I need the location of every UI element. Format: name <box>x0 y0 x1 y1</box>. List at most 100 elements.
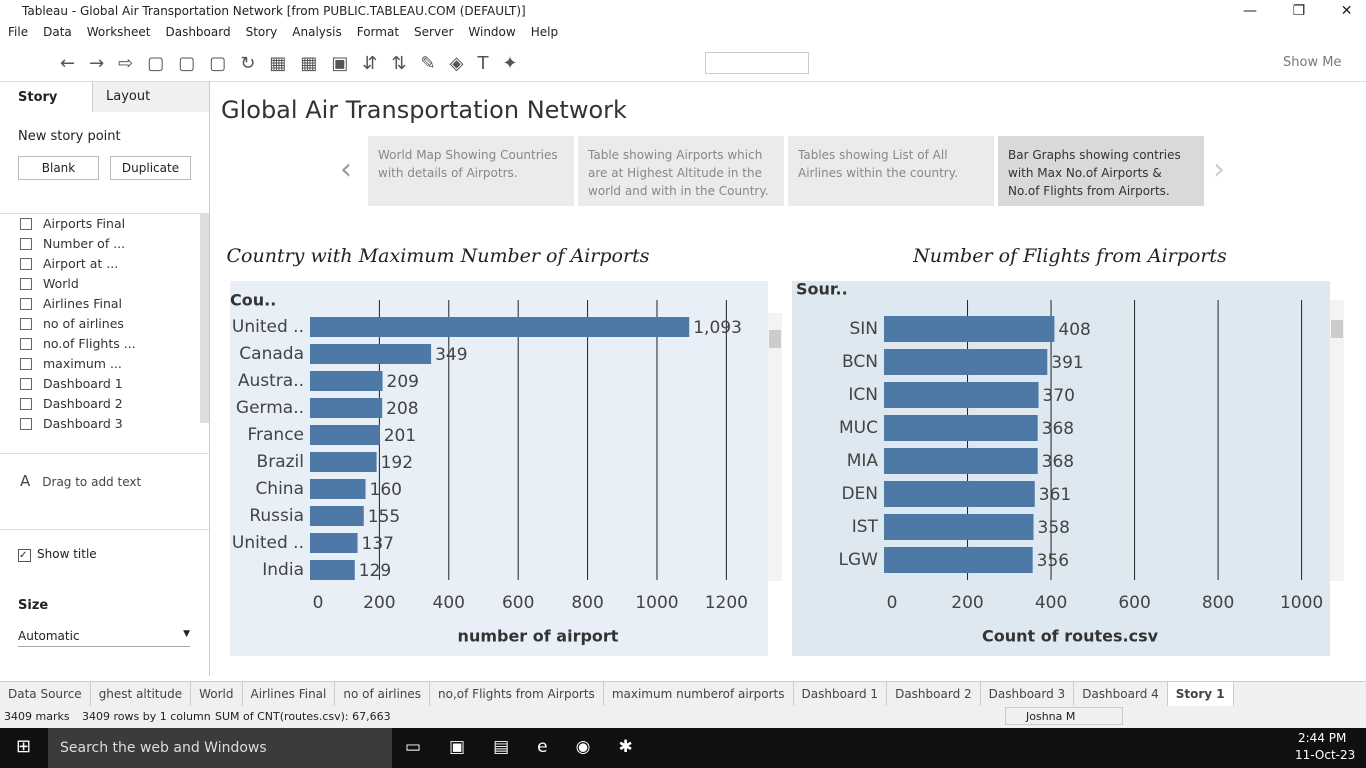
sheet-tab[interactable]: Story 1 <box>1167 682 1234 706</box>
bar <box>310 317 690 337</box>
search-box[interactable]: Search the web and Windows <box>48 728 392 768</box>
menu-item[interactable]: Worksheet <box>86 25 151 39</box>
category-label: SIN <box>849 319 878 339</box>
sheet-item[interactable]: Number of ... <box>0 234 200 254</box>
chart-title: Country with Maximum Number of Airports <box>227 245 650 267</box>
category-label: China <box>255 479 304 499</box>
show-title[interactable]: ✓ Show title <box>18 547 97 562</box>
story-point[interactable]: Table showing Airports which are at High… <box>578 136 784 206</box>
sheet-tab[interactable]: Dashboard 4 <box>1074 682 1168 706</box>
menu-item[interactable]: File <box>8 25 29 39</box>
window-title: Tableau - Global Air Transportation Netw… <box>22 4 526 18</box>
value-label: 1,093 <box>693 318 742 338</box>
sheet-item[interactable]: Dashboard 1 <box>0 374 200 394</box>
bar <box>310 452 377 472</box>
category-label: Austra.. <box>238 371 304 391</box>
scroll-thumb[interactable] <box>1331 320 1343 338</box>
divider <box>0 453 209 454</box>
story-point[interactable]: Bar Graphs showing contries with Max No.… <box>998 136 1204 206</box>
duplicate-button[interactable]: Duplicate <box>110 156 191 180</box>
menu-item[interactable]: Analysis <box>292 25 342 39</box>
blank-button[interactable]: Blank <box>18 156 99 180</box>
sheet-tab[interactable]: no of airlines <box>335 682 431 706</box>
menu-item[interactable]: Window <box>468 25 516 39</box>
new-story-point: New story point <box>18 129 121 144</box>
menu-item[interactable]: Server <box>414 25 454 39</box>
value-label: 129 <box>359 561 391 581</box>
menu-item[interactable]: Format <box>356 25 400 39</box>
show-me[interactable]: Show Me <box>1283 55 1342 70</box>
sheet-tab[interactable]: Data Source <box>0 682 91 706</box>
scroll-thumb[interactable] <box>769 330 781 348</box>
toolbar-icons[interactable]: ←→⇨▢▢▢↻▦▦▣⇵⇅✎◈T✦ <box>60 53 532 74</box>
sidebar-tab[interactable]: Story <box>18 90 58 105</box>
taskbar-apps[interactable]: ▭▣▤e◉✱ <box>405 737 661 757</box>
sidebar-tab[interactable]: Layout <box>92 82 209 112</box>
category-label: Canada <box>239 344 304 364</box>
sheet-tab[interactable]: Dashboard 3 <box>981 682 1075 706</box>
window-controls[interactable]: — ❐ ✕ <box>1243 3 1353 19</box>
story-point[interactable]: Tables showing List of All Airlines with… <box>788 136 994 206</box>
sheet-tab[interactable]: Dashboard 2 <box>887 682 981 706</box>
user-menu[interactable]: Joshna M <box>1005 707 1123 725</box>
sheet-tab[interactable]: World <box>191 682 243 706</box>
taskbar: ⊞ Search the web and Windows ▭▣▤e◉✱ 2:44… <box>0 728 1366 768</box>
sheet-item[interactable]: no of airlines <box>0 314 200 334</box>
category-label: Brazil <box>257 452 304 472</box>
next-arrow[interactable]: › <box>1213 152 1225 187</box>
show-title-label: Show title <box>37 547 97 561</box>
bar <box>884 316 1055 342</box>
category-label: India <box>262 560 304 580</box>
story-point[interactable]: World Map Showing Countries with details… <box>368 136 574 206</box>
sheet-item[interactable]: Airlines Final <box>0 294 200 314</box>
sheet-item[interactable]: Dashboard 3 <box>0 414 200 434</box>
scrollbar[interactable] <box>768 313 782 581</box>
size-dropdown[interactable]: Automatic ▼ <box>18 629 190 647</box>
status-bar: 3409 marks 3409 rows by 1 column SUM of … <box>0 706 1366 728</box>
category-label: ICN <box>848 385 878 405</box>
bar <box>310 506 364 526</box>
bar <box>310 479 366 499</box>
value-label: 192 <box>381 453 413 473</box>
sheet-tab[interactable]: maximum numberof airports <box>604 682 794 706</box>
category-label: United .. <box>232 533 304 553</box>
x-axis-title: number of airport <box>458 627 619 646</box>
menu-item[interactable]: Data <box>43 25 72 39</box>
menu-item[interactable]: Help <box>530 25 559 39</box>
value-label: 201 <box>384 426 416 446</box>
sheet-item[interactable]: maximum ... <box>0 354 200 374</box>
row-header: Cou.. <box>230 291 276 310</box>
bar <box>884 382 1039 408</box>
bar <box>884 547 1033 573</box>
value-label: 160 <box>370 480 402 500</box>
prev-arrow[interactable]: ‹ <box>340 152 352 187</box>
x-tick-label: 600 <box>1118 593 1150 613</box>
category-label: IST <box>852 517 879 537</box>
menu-item[interactable]: Dashboard <box>165 25 231 39</box>
sheet-tab[interactable]: Airlines Final <box>243 682 336 706</box>
value-label: 356 <box>1037 551 1069 571</box>
start-button[interactable]: ⊞ <box>16 736 32 757</box>
value-label: 349 <box>435 345 467 365</box>
bar <box>884 514 1034 540</box>
sheet-item[interactable]: no.of Flights ... <box>0 334 200 354</box>
sheet-item[interactable]: Airport at ... <box>0 254 200 274</box>
title-bar: Tableau - Global Air Transportation Netw… <box>0 0 1366 22</box>
x-tick-label: 1000 <box>1280 593 1323 613</box>
value-label: 368 <box>1042 452 1074 472</box>
scrollbar[interactable] <box>1330 300 1344 581</box>
value-label: 155 <box>368 507 400 527</box>
status-rows: 3409 rows by 1 column <box>82 710 211 723</box>
toolbar-dropdown[interactable] <box>705 52 809 74</box>
x-tick-label: 400 <box>433 593 465 613</box>
sheet-item[interactable]: World <box>0 274 200 294</box>
x-tick-label: 800 <box>1202 593 1234 613</box>
menu-item[interactable]: Story <box>245 25 278 39</box>
sheet-tab[interactable]: ghest altitude <box>91 682 192 706</box>
sheet-tab[interactable]: Dashboard 1 <box>794 682 888 706</box>
sheet-item[interactable]: Airports Final <box>0 214 200 234</box>
scrollbar[interactable] <box>200 213 209 423</box>
sheet-tab[interactable]: no,of Flights from Airports <box>430 682 604 706</box>
sheet-item[interactable]: Dashboard 2 <box>0 394 200 414</box>
